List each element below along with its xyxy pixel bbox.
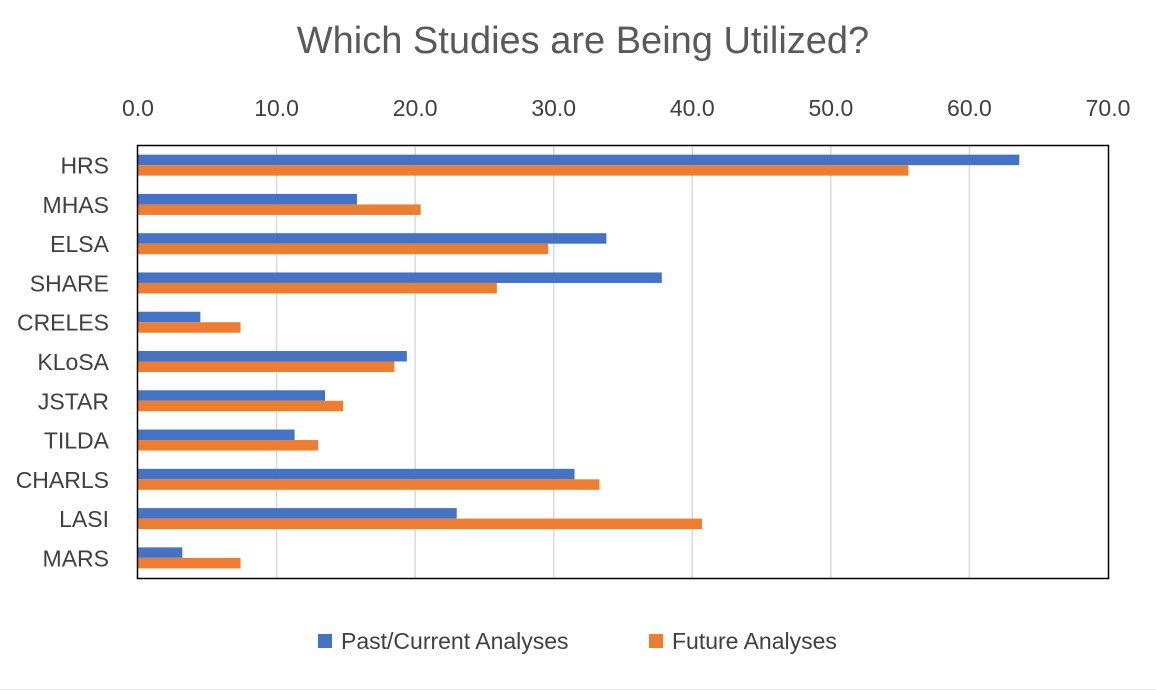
bar-future-klosa — [138, 361, 395, 372]
x-axis-ticks: 0.0 10.0 20.0 30.0 40.0 50.0 60.0 70.0 — [122, 95, 1130, 121]
legend-swatch — [318, 634, 332, 648]
bar-future-share — [138, 282, 497, 294]
category-label: TILDA — [44, 428, 110, 454]
bar-future-mhas — [138, 204, 421, 215]
bar-future-mars — [138, 557, 241, 569]
bar-future-lasi — [138, 518, 702, 530]
category-label: KLoSA — [37, 349, 109, 375]
category-label: CHARLS — [16, 467, 109, 493]
bar-past-current-charls — [138, 468, 575, 480]
legend: Past/Current Analyses Future Analyses — [318, 628, 837, 654]
category-label: CRELES — [17, 310, 109, 336]
bar-past-current-jstar — [138, 390, 326, 401]
category-label: JSTAR — [38, 388, 109, 414]
bar-past-current-mhas — [138, 193, 357, 205]
bar-future-elsa — [138, 243, 549, 255]
x-tick-label: 50.0 — [808, 95, 853, 121]
x-tick-label: 30.0 — [531, 95, 576, 121]
bar-past-current-mars — [138, 547, 183, 558]
y-axis-categories: HRS MHAS ELSA SHARE CRELES KLoSA JSTAR TILDA CHA… — [16, 153, 110, 572]
x-tick-label: 0.0 — [122, 95, 154, 121]
legend-swatch — [649, 634, 663, 648]
gridlines — [275, 146, 971, 578]
category-label: MHAS — [43, 192, 109, 218]
x-tick-label: 60.0 — [947, 95, 992, 121]
bar-past-current-share — [138, 272, 662, 283]
bar-future-creles — [138, 322, 241, 333]
category-label: HRS — [60, 153, 109, 179]
chart-title: Which Studies are Being Utilized? — [297, 20, 869, 62]
bar-past-current-hrs — [138, 154, 1020, 166]
bar-future-jstar — [138, 400, 344, 412]
x-tick-label: 10.0 — [254, 95, 299, 121]
category-label: LASI — [59, 506, 109, 532]
bar-future-tilda — [138, 440, 319, 451]
bars — [138, 154, 1020, 569]
bar-past-current-klosa — [138, 351, 407, 362]
category-label: SHARE — [30, 270, 109, 296]
bar-future-hrs — [138, 165, 909, 176]
legend-label: Future Analyses — [672, 628, 837, 654]
bar-past-current-tilda — [138, 429, 295, 441]
legend-label: Past/Current Analyses — [341, 628, 569, 654]
bar-past-current-lasi — [138, 508, 457, 519]
bar-past-current-elsa — [138, 233, 607, 244]
category-label: MARS — [43, 545, 109, 571]
x-tick-label: 40.0 — [670, 95, 715, 121]
x-tick-label: 70.0 — [1086, 95, 1131, 121]
bar-past-current-creles — [138, 311, 201, 323]
plot-area-frame — [136, 144, 1110, 580]
x-tick-label: 20.0 — [393, 95, 438, 121]
bar-future-charls — [138, 479, 600, 490]
category-label: ELSA — [50, 231, 109, 257]
